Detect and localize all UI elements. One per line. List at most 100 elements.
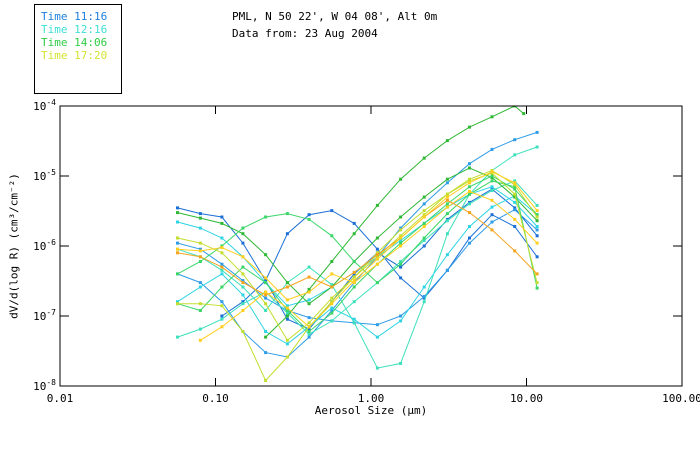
- data-point-marker: [468, 166, 471, 170]
- data-point-marker: [375, 247, 379, 251]
- data-point-marker: [422, 213, 426, 217]
- data-point-marker: [399, 236, 403, 240]
- data-point-marker: [535, 272, 539, 276]
- data-point-marker: [285, 212, 289, 216]
- data-point-marker: [220, 246, 224, 250]
- data-point-marker: [330, 296, 334, 300]
- data-point-marker: [264, 253, 268, 257]
- data-point-marker: [422, 202, 426, 206]
- series-t1216-a: [176, 185, 539, 308]
- data-point-marker: [422, 215, 426, 219]
- y-tick-label: 10-8: [33, 378, 56, 393]
- data-point-marker: [264, 290, 268, 294]
- data-point-marker: [468, 162, 471, 166]
- data-point-marker: [220, 215, 224, 219]
- data-point-marker: [285, 338, 289, 342]
- data-point-marker: [220, 251, 224, 255]
- data-point-marker: [198, 327, 202, 331]
- data-point-marker: [241, 300, 245, 304]
- data-point-marker: [399, 226, 403, 230]
- y-tick-label: 10-5: [33, 168, 56, 183]
- data-point-marker: [490, 198, 494, 202]
- data-point-marker: [468, 236, 471, 240]
- data-point-marker: [375, 366, 379, 370]
- data-point-marker: [513, 138, 517, 142]
- data-point-marker: [198, 255, 202, 259]
- data-point-marker: [198, 247, 202, 251]
- data-point-marker: [535, 234, 539, 238]
- data-point-marker: [285, 309, 289, 312]
- data-point-marker: [307, 287, 311, 291]
- data-point-marker: [285, 311, 289, 315]
- data-point-marker: [330, 309, 334, 312]
- data-point-marker: [241, 293, 245, 297]
- data-point-marker: [513, 249, 517, 253]
- data-point-marker: [399, 241, 403, 245]
- data-point-marker: [176, 300, 179, 304]
- data-point-marker: [399, 314, 403, 318]
- data-point-marker: [307, 321, 311, 325]
- series-t1406-c: [176, 179, 539, 290]
- data-point-marker: [445, 202, 449, 206]
- data-point-marker: [513, 225, 517, 228]
- series-t1406-b: [264, 106, 526, 339]
- data-point-marker: [176, 272, 179, 276]
- data-point-marker: [399, 215, 403, 219]
- data-point-marker: [220, 325, 224, 329]
- data-point-marker: [422, 225, 426, 228]
- data-point-marker: [422, 285, 426, 289]
- data-point-marker: [352, 281, 356, 285]
- series-line-t1720-b: [177, 172, 538, 382]
- data-point-marker: [352, 260, 356, 263]
- data-point-marker: [285, 306, 289, 310]
- data-point-marker: [198, 285, 202, 289]
- data-point-marker: [198, 338, 202, 342]
- data-point-marker: [535, 130, 539, 134]
- data-point-marker: [468, 211, 471, 215]
- data-point-marker: [220, 262, 224, 266]
- plot-subtitle: Data from: 23 Aug 2004: [232, 27, 378, 40]
- data-point-marker: [399, 228, 403, 232]
- data-point-marker: [468, 241, 471, 245]
- data-point-marker: [241, 265, 245, 269]
- data-point-marker: [422, 209, 426, 213]
- data-point-marker: [513, 185, 517, 189]
- data-point-marker: [399, 361, 403, 365]
- data-point-marker: [375, 236, 379, 240]
- data-point-marker: [535, 281, 539, 285]
- data-point-marker: [399, 234, 403, 238]
- data-point-marker: [422, 295, 426, 298]
- data-point-marker: [422, 195, 426, 199]
- data-point-marker: [264, 379, 268, 382]
- data-point-marker: [352, 300, 356, 304]
- data-point-marker: [176, 251, 179, 255]
- data-point-marker: [330, 300, 334, 304]
- data-point-marker: [490, 220, 494, 224]
- data-point-marker: [535, 219, 539, 223]
- data-point-marker: [264, 309, 268, 312]
- data-point-marker: [307, 335, 311, 339]
- data-point-marker: [535, 209, 539, 213]
- data-point-marker: [198, 241, 202, 245]
- data-point-marker: [330, 209, 334, 213]
- data-point-marker: [490, 170, 494, 174]
- data-point-marker: [198, 281, 202, 285]
- data-point-marker: [422, 221, 426, 225]
- data-point-marker: [352, 232, 356, 236]
- data-point-marker: [513, 153, 517, 157]
- x-tick-label: 0.01: [47, 392, 74, 405]
- data-point-marker: [490, 185, 494, 189]
- y-axis-title: dV/d(log R) (cm³/cm⁻²): [7, 173, 21, 319]
- data-point-marker: [330, 306, 334, 310]
- data-point-marker: [220, 244, 224, 248]
- series-t1116-b: [220, 209, 539, 318]
- data-point-marker: [375, 323, 379, 327]
- data-point-marker: [285, 285, 289, 289]
- data-point-marker: [307, 213, 311, 217]
- data-point-marker: [330, 283, 334, 287]
- data-point-marker: [241, 279, 245, 283]
- data-point-marker: [375, 257, 379, 261]
- data-point-marker: [198, 302, 202, 306]
- data-point-marker: [176, 206, 179, 210]
- data-point-marker: [241, 330, 245, 333]
